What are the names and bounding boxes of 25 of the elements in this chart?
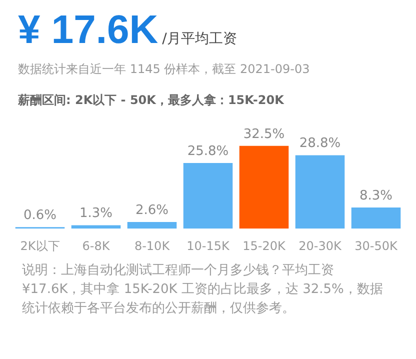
data-label: 1.3% xyxy=(79,206,113,222)
text: 数据统计来自近一年 1145 份样本，截至 2021-09-03 xyxy=(18,61,311,78)
bar xyxy=(239,146,289,229)
x-tick-label: 15-20K xyxy=(242,238,286,253)
text: 说明：上海自动化测试工程师一个月多少钱？平均工资 ¥17.6K，其中拿 15K-20K 工资的占比最多，达 32.5%，数据统计依赖于各平台发布的公开薪酬，仅供参考。 xyxy=(22,262,384,318)
x-tick-label: 20-30K xyxy=(298,238,342,253)
x-tick-label: 10-15K xyxy=(186,238,230,253)
bar xyxy=(71,225,121,229)
x-tick-label: 8-10K xyxy=(134,238,171,253)
bar xyxy=(351,207,401,229)
x-tick-label: 30-50K xyxy=(354,238,398,253)
bar xyxy=(295,155,345,229)
bar xyxy=(183,162,233,229)
data-label: 25.8% xyxy=(187,144,229,159)
data-label: 8.3% xyxy=(359,188,393,204)
x-tick-label: 2K以下 xyxy=(20,238,60,253)
data-label: 32.5% xyxy=(243,126,285,142)
chart-subtitle: /月平均工资 xyxy=(162,30,237,48)
data-label: 0.6% xyxy=(23,208,57,223)
data-label: 28.8% xyxy=(299,136,341,152)
bar xyxy=(127,222,177,229)
x-tick-label: 6-8K xyxy=(82,238,111,253)
text: 薪酬区间: 2K以下 - 50K，最多人拿：15K-20K xyxy=(18,92,285,109)
data-label: 2.6% xyxy=(135,202,169,218)
chart-title: ¥ 17.6K xyxy=(18,8,158,53)
